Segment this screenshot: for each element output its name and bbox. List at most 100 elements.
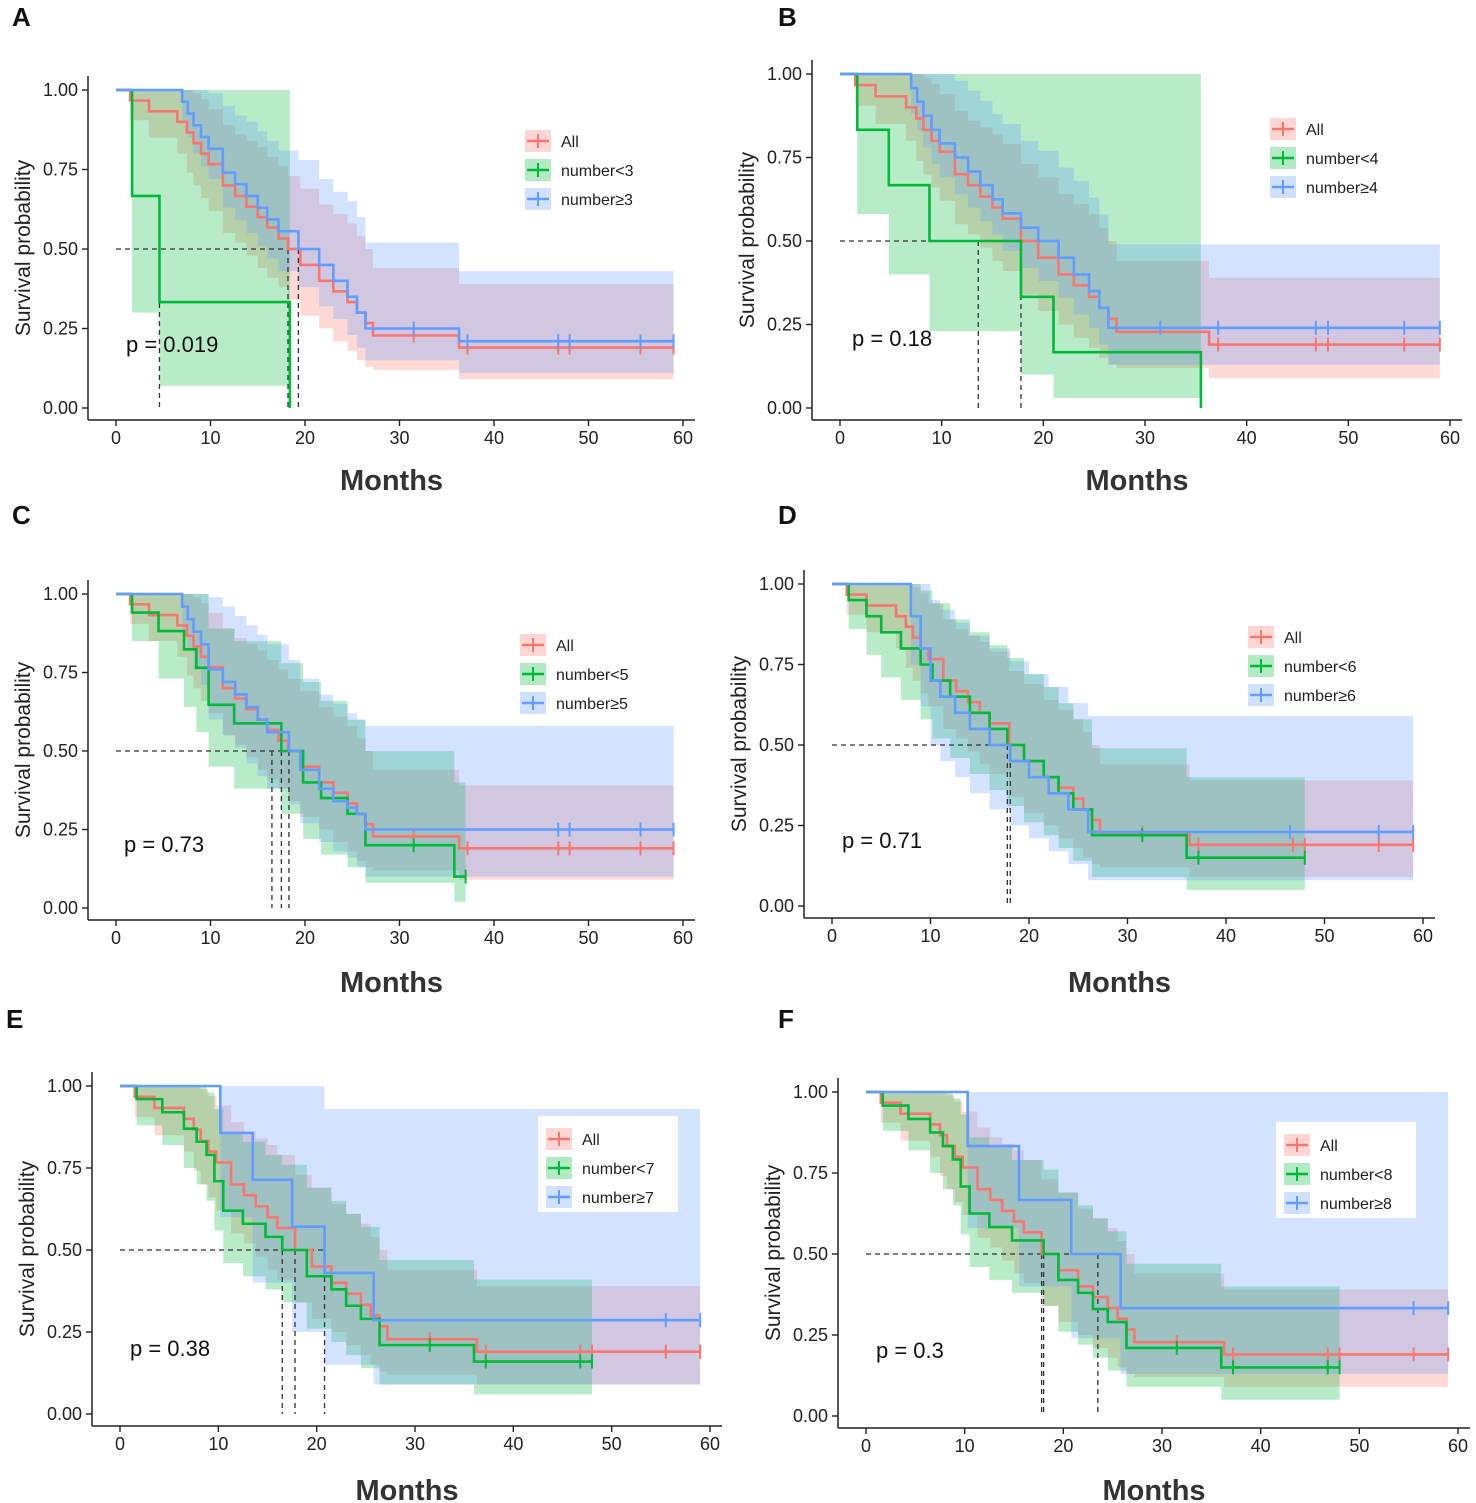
x-tick-label: 60 [700, 1434, 720, 1454]
survival-curve-high [116, 88, 674, 343]
x-tick-label: 20 [1053, 1436, 1073, 1456]
y-tick-label: 0.25 [767, 315, 802, 335]
panel-letter: D [778, 500, 797, 530]
confidence-band-all [116, 594, 674, 880]
p-value-label: p = 0.38 [130, 1336, 210, 1361]
confidence-band-high [840, 74, 1440, 365]
x-tick-label: 50 [602, 1434, 622, 1454]
x-tick-label: 60 [1440, 428, 1460, 448]
panel-letter: F [778, 1004, 794, 1034]
x-tick-label: 0 [111, 428, 121, 448]
legend-label: number≥3 [561, 192, 633, 209]
y-axis-label: Survival probability [12, 159, 35, 336]
p-value-label: p = 0.18 [852, 326, 932, 351]
y-tick-label: 0.50 [43, 239, 78, 259]
y-tick-label: 0.50 [767, 231, 802, 251]
y-tick-label: 0.50 [759, 735, 794, 755]
confidence-band-low [866, 1092, 1340, 1400]
confidence-band-high [116, 90, 674, 374]
survival-curve-low [832, 582, 1305, 860]
x-tick-label: 20 [295, 928, 315, 948]
p-value-label: p = 0.3 [876, 1338, 944, 1363]
survival-curve-high [840, 72, 1440, 330]
chart-panel-e: E 0.00 0.25 0.50 0.75 1.00 0 10 20 30 40 50 60 Months… [6, 1004, 722, 1503]
x-tick-label: 0 [861, 1436, 871, 1456]
legend-label: number≥4 [1306, 180, 1378, 197]
confidence-band-low [832, 584, 1305, 890]
survival-curve-all [832, 582, 1414, 847]
legend-label: number<3 [561, 163, 634, 180]
legend-label: number<8 [1320, 1167, 1393, 1184]
x-tick-label: 40 [503, 1434, 523, 1454]
legend-label: number≥7 [582, 1190, 654, 1207]
survival-curve-all [866, 1090, 1449, 1356]
x-tick-label: 0 [827, 926, 837, 946]
x-axis-label: Months [1102, 1475, 1205, 1503]
y-tick-label: 0.00 [43, 398, 78, 418]
x-tick-label: 20 [1019, 926, 1039, 946]
x-tick-label: 40 [1216, 926, 1236, 946]
x-tick-label: 10 [208, 1434, 228, 1454]
x-axis-label: Months [340, 465, 443, 497]
x-axis-label: Months [1085, 465, 1188, 497]
x-tick-label: 30 [389, 928, 409, 948]
y-axis-label: Survival probability [16, 1160, 39, 1337]
legend-label: number≥8 [1320, 1196, 1392, 1213]
x-tick-label: 60 [1413, 926, 1433, 946]
y-tick-label: 1.00 [767, 64, 802, 84]
y-tick-label: 0.75 [767, 148, 802, 168]
survival-curve-low [120, 1084, 592, 1363]
confidence-band-low [116, 90, 290, 408]
x-tick-label: 30 [1135, 428, 1155, 448]
survival-curve-high [832, 582, 1414, 834]
p-value-label: p = 0.71 [842, 828, 922, 853]
legend: All number<3 number≥3 [517, 118, 657, 214]
x-tick-label: 10 [955, 1436, 975, 1456]
confidence-band-all [120, 1086, 701, 1385]
confidence-band-high [116, 594, 674, 877]
legend: All number<7 number≥7 [538, 1116, 678, 1212]
y-tick-label: 0.00 [47, 1404, 82, 1424]
confidence-band-low [116, 594, 466, 902]
x-tick-label: 10 [920, 926, 940, 946]
p-value-label: p = 0.73 [124, 832, 204, 857]
panel-letter: E [6, 1004, 23, 1034]
legend-label: number≥6 [1284, 688, 1356, 705]
chart-panel-c: C 0.00 0.25 0.50 0.75 1.00 0 10 20 30 40 50 60 Months… [12, 500, 695, 999]
legend-label: All [556, 638, 574, 655]
y-tick-label: 0.00 [759, 896, 794, 916]
x-tick-label: 50 [1314, 926, 1334, 946]
x-tick-label: 30 [389, 428, 409, 448]
x-tick-label: 0 [835, 428, 845, 448]
confidence-band-all [840, 74, 1440, 378]
survival-curve-high [120, 1084, 701, 1322]
y-tick-label: 1.00 [43, 584, 78, 604]
legend: All number<5 number≥5 [512, 622, 652, 718]
x-tick-label: 20 [307, 1434, 327, 1454]
y-tick-label: 1.00 [759, 574, 794, 594]
confidence-band-high [832, 584, 1414, 881]
x-tick-label: 40 [484, 428, 504, 448]
y-tick-label: 0.00 [43, 898, 78, 918]
y-tick-label: 0.75 [793, 1163, 828, 1183]
y-axis-label: Survival probability [728, 655, 751, 832]
x-tick-label: 0 [115, 1434, 125, 1454]
survival-curve-low [840, 72, 1203, 408]
legend-label: number<6 [1284, 659, 1357, 676]
x-tick-label: 60 [1448, 1436, 1468, 1456]
x-tick-label: 50 [578, 428, 598, 448]
chart-panel-a: A 0.00 0.25 0.50 0.75 1.00 0 10 20 30 40 50 60 Months… [12, 2, 695, 497]
survival-curve-high [866, 1090, 1449, 1310]
y-tick-label: 0.75 [43, 663, 78, 683]
x-axis-label: Months [1068, 967, 1171, 999]
x-tick-label: 50 [1338, 428, 1358, 448]
y-tick-label: 0.50 [793, 1244, 828, 1264]
y-axis-label: Survival probability [736, 151, 759, 328]
y-tick-label: 0.75 [47, 1158, 82, 1178]
x-tick-label: 0 [111, 928, 121, 948]
y-axis-label: Survival probability [12, 661, 35, 838]
x-tick-label: 20 [1033, 428, 1053, 448]
legend: All number<6 number≥6 [1240, 614, 1380, 710]
y-tick-label: 0.75 [43, 160, 78, 180]
x-tick-label: 60 [673, 928, 693, 948]
